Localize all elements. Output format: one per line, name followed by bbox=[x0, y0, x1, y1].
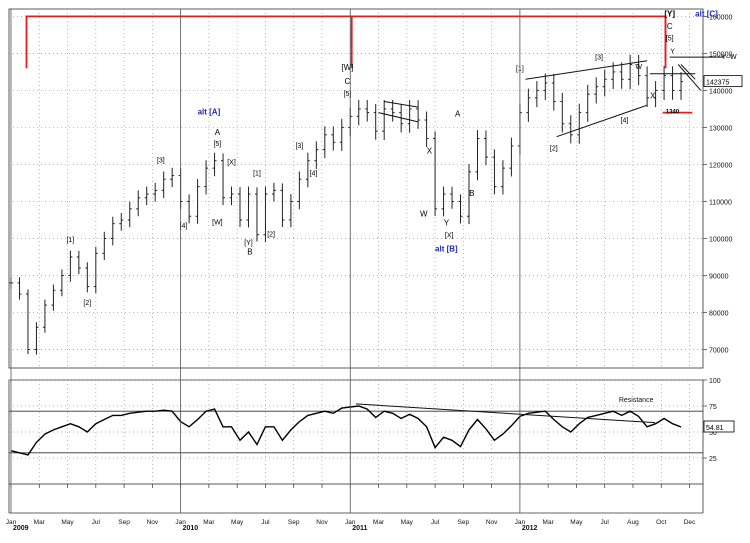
x-tick-label: May bbox=[231, 519, 244, 526]
wave-label: 1340 bbox=[666, 109, 680, 115]
wave-label: [3] bbox=[157, 158, 165, 165]
price-tick-label: 80000 bbox=[709, 310, 729, 317]
last-price-box bbox=[703, 75, 743, 88]
wave-label: [5] bbox=[666, 35, 674, 42]
wave-label: [1] bbox=[66, 237, 74, 244]
wave-label: A bbox=[215, 128, 221, 137]
rsi-resistance-line bbox=[355, 403, 656, 424]
last-price-label: 142375 bbox=[706, 80, 729, 87]
price-tick-label: 140000 bbox=[709, 88, 732, 95]
last-rsi-box bbox=[703, 420, 735, 433]
wave-label: [Y] bbox=[664, 9, 675, 18]
x-axis: Jan Mar May Jul Sep Nov Jan Mar May Jul Sep Nov Jan M… bbox=[6, 9, 704, 532]
wave-label: [2] bbox=[83, 300, 91, 307]
wave-label: [W] bbox=[212, 219, 223, 226]
wave-label: [X] bbox=[445, 233, 454, 240]
price-tick-label: 100000 bbox=[709, 236, 732, 243]
rsi-series-line bbox=[10, 405, 682, 456]
wave-label: [X] bbox=[227, 159, 236, 166]
x-tick-label: Sep bbox=[288, 519, 300, 526]
wave-label: [1] bbox=[253, 171, 261, 178]
x-tick-label: Nov bbox=[316, 519, 328, 526]
wave-label: X bbox=[650, 92, 656, 101]
wave-label: alt [B] bbox=[435, 244, 458, 253]
x-tick-label: Mar bbox=[543, 519, 555, 526]
x-tick-label: Dec bbox=[684, 519, 696, 526]
trend-line bbox=[378, 112, 419, 123]
price-tick-label: 130000 bbox=[709, 125, 732, 132]
wave-label: C bbox=[345, 77, 351, 86]
wave-label: [5] bbox=[344, 91, 352, 98]
year-label: 2010 bbox=[183, 525, 199, 532]
x-tick-label: Nov bbox=[147, 519, 159, 526]
trend-line bbox=[525, 60, 648, 80]
x-tick-label: Jan bbox=[515, 519, 526, 526]
x-tick-label: Sep bbox=[458, 519, 470, 526]
price-panel-frame bbox=[8, 8, 704, 369]
x-tick-label: May bbox=[61, 519, 74, 526]
year-label: 2011 bbox=[352, 525, 367, 532]
wave-label: [2] bbox=[267, 232, 275, 239]
wave-label: A bbox=[455, 109, 461, 118]
year-label: 2009 bbox=[13, 525, 29, 532]
price-tick-label: 110000 bbox=[709, 199, 732, 206]
last-rsi-label: 54.81 bbox=[706, 425, 724, 432]
x-tick-label: Jan bbox=[175, 519, 186, 526]
wave-label: [3] bbox=[595, 55, 603, 62]
wave-label: Y bbox=[670, 48, 675, 55]
x-tick-label: Jul bbox=[261, 519, 270, 526]
wave-label: [Y] bbox=[244, 240, 253, 247]
x-tick-label: Mar bbox=[203, 519, 215, 526]
wave-label: B bbox=[469, 189, 474, 198]
trend-line bbox=[556, 104, 648, 138]
x-tick-label: Oct bbox=[656, 519, 666, 526]
x-tick-label: Nov bbox=[486, 519, 498, 526]
wave-label: C bbox=[667, 22, 673, 31]
trend-line bbox=[677, 64, 702, 91]
x-tick-label: Jul bbox=[431, 519, 440, 526]
price-tick-label: 90000 bbox=[709, 273, 729, 280]
wave-label: W bbox=[420, 209, 428, 218]
wave-label: [5] bbox=[213, 141, 221, 148]
wave-label: [4] bbox=[180, 223, 188, 230]
rsi-tick-label: 100 bbox=[709, 378, 721, 385]
x-tick-label: Jan bbox=[345, 519, 356, 526]
x-tick-label: Jul bbox=[92, 519, 101, 526]
x-tick-label: Jan bbox=[6, 519, 17, 526]
x-tick-label: Sep bbox=[118, 519, 130, 526]
wave-label: W bbox=[635, 64, 642, 71]
wave-label: X bbox=[427, 146, 433, 155]
price-panel: 70000 80000 90000 100000 110000 120000 130000 1… bbox=[8, 8, 743, 369]
trend-line bbox=[680, 64, 696, 80]
x-tick-label: Mar bbox=[34, 519, 46, 526]
wave-label: Y–W bbox=[722, 54, 738, 61]
x-tick-label: May bbox=[570, 519, 583, 526]
wave-label: B bbox=[247, 248, 252, 257]
wave-label: alt [A] bbox=[198, 107, 221, 116]
wave-label: [W] bbox=[341, 63, 353, 72]
rsi-tick-label: 25 bbox=[709, 456, 717, 463]
trend-line bbox=[384, 101, 419, 108]
price-tick-label: 120000 bbox=[709, 162, 732, 169]
wave-label: [4] bbox=[621, 118, 629, 125]
x-tick-label: May bbox=[401, 519, 414, 526]
wave-label: alt [C] bbox=[695, 9, 718, 18]
x-tick-label: Jul bbox=[601, 519, 610, 526]
rsi-tick-label: 50 bbox=[709, 430, 717, 437]
wave-label: Y bbox=[444, 219, 450, 228]
resistance-label: Resistance bbox=[619, 397, 654, 404]
year-label: 2012 bbox=[522, 525, 538, 532]
rsi-panel: 25 50 75 100 Resistance 54.81 bbox=[8, 378, 735, 485]
price-tick-label: 160000 bbox=[709, 14, 732, 21]
x-tick-label: Mar bbox=[373, 519, 385, 526]
price-tick-label: 150000 bbox=[709, 51, 732, 58]
wave-label: [2] bbox=[550, 145, 558, 152]
price-tick-label: 70000 bbox=[709, 347, 729, 354]
wave-label: [3] bbox=[295, 143, 303, 150]
rsi-tick-label: 75 bbox=[709, 404, 717, 411]
x-tick-label: Aug bbox=[627, 519, 639, 526]
red-structure-line bbox=[25, 15, 667, 69]
wave-label: [4] bbox=[310, 171, 318, 178]
